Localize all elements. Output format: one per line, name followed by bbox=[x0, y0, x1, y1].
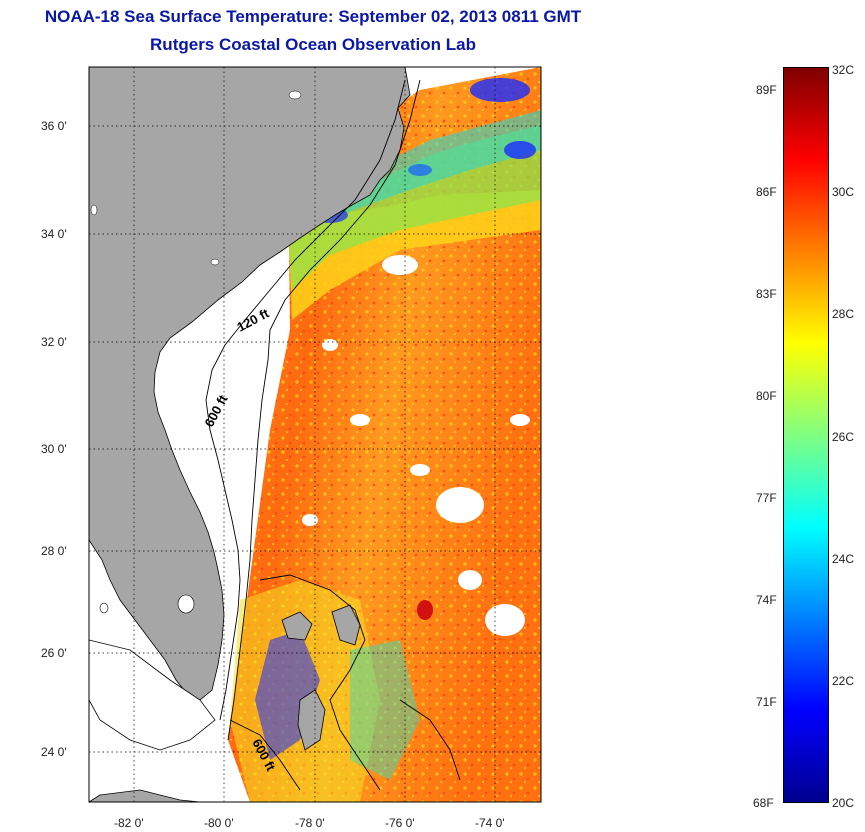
graticule bbox=[89, 67, 541, 802]
colorbar-label-c: 20C bbox=[832, 796, 855, 810]
map-title: NOAA-18 Sea Surface Temperature: Septemb… bbox=[44, 7, 582, 26]
map-subtitle: Rutgers Coastal Ocean Observation Lab bbox=[150, 35, 476, 54]
colorbar-label-f: 68F bbox=[753, 796, 774, 810]
lon-tick-label: -74 0' bbox=[475, 816, 505, 830]
colorbar-label-f: 74F bbox=[756, 593, 777, 607]
lat-tick-label: 32 0' bbox=[41, 335, 67, 349]
plot-frame bbox=[88, 66, 542, 803]
colorbar-label-c: 22C bbox=[832, 674, 855, 688]
colorbar-label-f: 89F bbox=[756, 83, 777, 97]
colorbar-label-c: 24C bbox=[832, 552, 855, 566]
lat-tick-label: 34 0' bbox=[41, 227, 67, 241]
lat-tick-label: 28 0' bbox=[41, 544, 67, 558]
bahamas-islands bbox=[89, 604, 361, 802]
lat-tick-label: 24 0' bbox=[41, 745, 67, 759]
land-mass-us bbox=[89, 67, 411, 701]
lat-tick-label: 26 0' bbox=[41, 646, 67, 660]
lon-tick-label: -82 0' bbox=[114, 816, 144, 830]
lon-tick-label: -78 0' bbox=[295, 816, 325, 830]
colorbar-label-f: 71F bbox=[756, 695, 777, 709]
lat-tick-label: 30 0' bbox=[41, 442, 67, 456]
colorbar-label-f: 80F bbox=[756, 389, 777, 403]
colorbar-label-c: 26C bbox=[832, 430, 855, 444]
colorbar-label-c: 32C bbox=[832, 63, 855, 77]
lon-tick-label: -80 0' bbox=[204, 816, 234, 830]
temperature-colorbar bbox=[783, 67, 829, 803]
lat-tick-label: 36 0' bbox=[41, 119, 67, 133]
colorbar-label-f: 86F bbox=[756, 185, 777, 199]
colorbar-label-c: 28C bbox=[832, 307, 855, 321]
colorbar-label-f: 77F bbox=[756, 491, 777, 505]
colorbar-label-c: 30C bbox=[832, 185, 855, 199]
lon-tick-label: -76 0' bbox=[385, 816, 415, 830]
depth-contours bbox=[205, 79, 461, 791]
colorbar-label-f: 83F bbox=[756, 287, 777, 301]
